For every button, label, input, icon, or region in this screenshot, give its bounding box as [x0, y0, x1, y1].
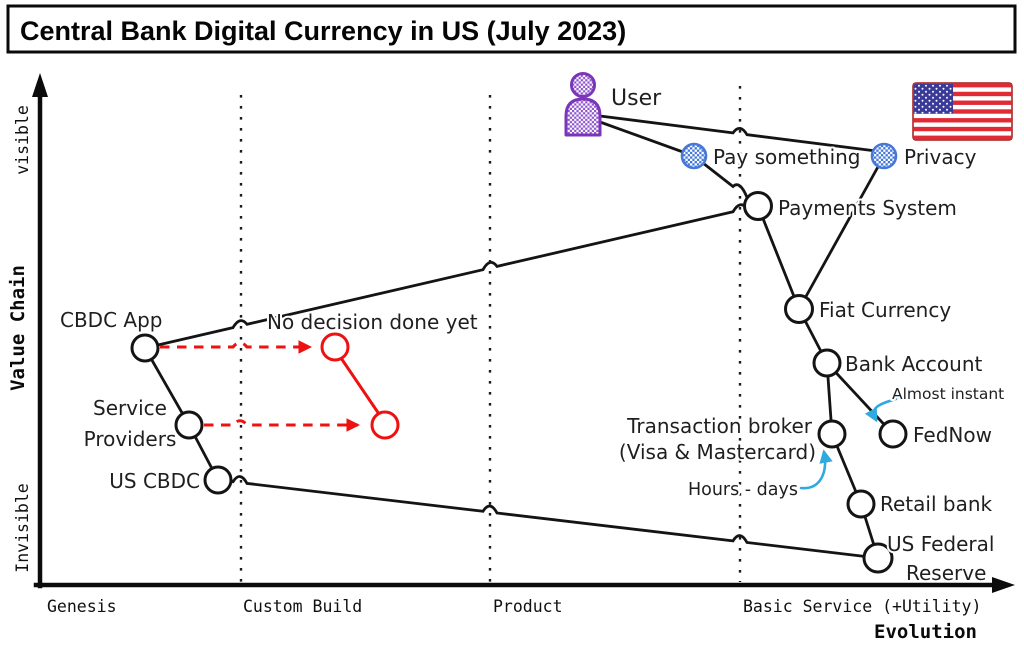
fednow-label: FedNow	[913, 423, 992, 447]
user-icon	[564, 72, 602, 137]
edge-cbdc-app-payments-system	[143, 203, 760, 350]
nodes	[130, 142, 908, 574]
privacy-label: Privacy	[904, 145, 977, 169]
y-axis-arrowhead	[32, 73, 48, 97]
payments-system-label: Payments System	[778, 196, 957, 220]
edge-payments-system-fiat-currency	[756, 204, 801, 311]
pay-something-label: Pay something	[713, 145, 861, 169]
no-decision-label: No decision done yet	[267, 310, 478, 334]
service-providers-label-line1: Service	[93, 396, 167, 420]
privacy-need-node	[870, 142, 898, 170]
transaction-broker-node	[817, 419, 847, 449]
transaction-broker-label-line1: Transaction broker	[626, 414, 813, 438]
bank-account-label: Bank Account	[845, 352, 983, 376]
us-federal-reserve-label-line2: Reserve	[906, 561, 986, 585]
y-axis-bottom-label: Invisible	[13, 483, 32, 572]
transaction-broker-label-line2: (Visa & Mastercard)	[619, 440, 816, 464]
y-axis-title: Value Chain	[7, 265, 29, 391]
future-movement	[160, 332, 400, 440]
edge-us-cbdc-us-federal-reserve	[216, 475, 880, 560]
stage-label-product: Product	[493, 597, 563, 616]
dashed-arrow-service-providers-future	[204, 418, 361, 432]
y-axis-top-label: visible	[13, 105, 32, 175]
hours-days-arrow	[799, 449, 833, 490]
almost-instant-label: Almost instant	[892, 385, 1004, 403]
annotation-labels: No decision done yet Almost instant Hour…	[265, 308, 1006, 502]
title-box	[6, 4, 1017, 54]
node-labels: User Pay something Privacy Payments Syst…	[58, 84, 996, 587]
fednow-node	[878, 419, 908, 449]
speed-annotations	[799, 397, 898, 490]
us-federal-reserve-node	[862, 542, 894, 574]
stage-label-custom-build: Custom Build	[243, 597, 362, 616]
edge-user-privacy	[598, 114, 886, 154]
page-title: Central Bank Digital Currency in US (Jul…	[20, 16, 626, 46]
stage-label-basic-service: Basic Service (+Utility)	[743, 597, 981, 616]
almost-instant-arrow	[864, 397, 898, 423]
x-axis-title: Evolution	[874, 621, 977, 643]
edge-privacy-fiat-currency	[797, 154, 886, 311]
us-cbdc-node	[203, 465, 233, 495]
service-providers-node	[174, 410, 204, 440]
us-cbdc-label: US CBDC	[109, 469, 200, 493]
edge-user-pay-something	[598, 120, 696, 158]
retail-bank-label: Retail bank	[880, 492, 992, 516]
axes: visible Value Chain Invisible Genesis Cu…	[7, 73, 1015, 643]
us-federal-reserve-label-line1: US Federal	[887, 532, 994, 556]
pay-something-need-node	[680, 142, 708, 170]
us-flag-icon	[912, 82, 1013, 141]
edge-future1-future2	[339, 357, 381, 415]
user-label: User	[611, 86, 662, 111]
edge-cbdc-app-service-providers	[143, 346, 191, 427]
bank-account-node	[812, 348, 842, 378]
edge-bank-account-fednow	[825, 361, 895, 436]
service-providers-label-line2: Providers	[84, 427, 177, 451]
fiat-currency-label: Fiat Currency	[819, 298, 951, 322]
stage-label-genesis: Genesis	[47, 597, 117, 616]
x-axis-arrowhead	[992, 577, 1015, 593]
fiat-currency-node	[784, 294, 814, 324]
stage-separator-lines	[239, 86, 742, 582]
title-bar: Central Bank Digital Currency in US (Jul…	[6, 4, 1017, 54]
hours-days-label: Hours - days	[688, 480, 798, 500]
dashed-arrow-cbdc-app-future	[160, 340, 313, 354]
future-option-2-node	[370, 410, 400, 440]
payments-system-node	[743, 191, 773, 221]
future-option-1-node	[320, 332, 350, 362]
cbdc-app-node	[130, 333, 160, 363]
cbdc-app-label: CBDC App	[60, 308, 162, 332]
retail-bank-node	[846, 489, 876, 519]
